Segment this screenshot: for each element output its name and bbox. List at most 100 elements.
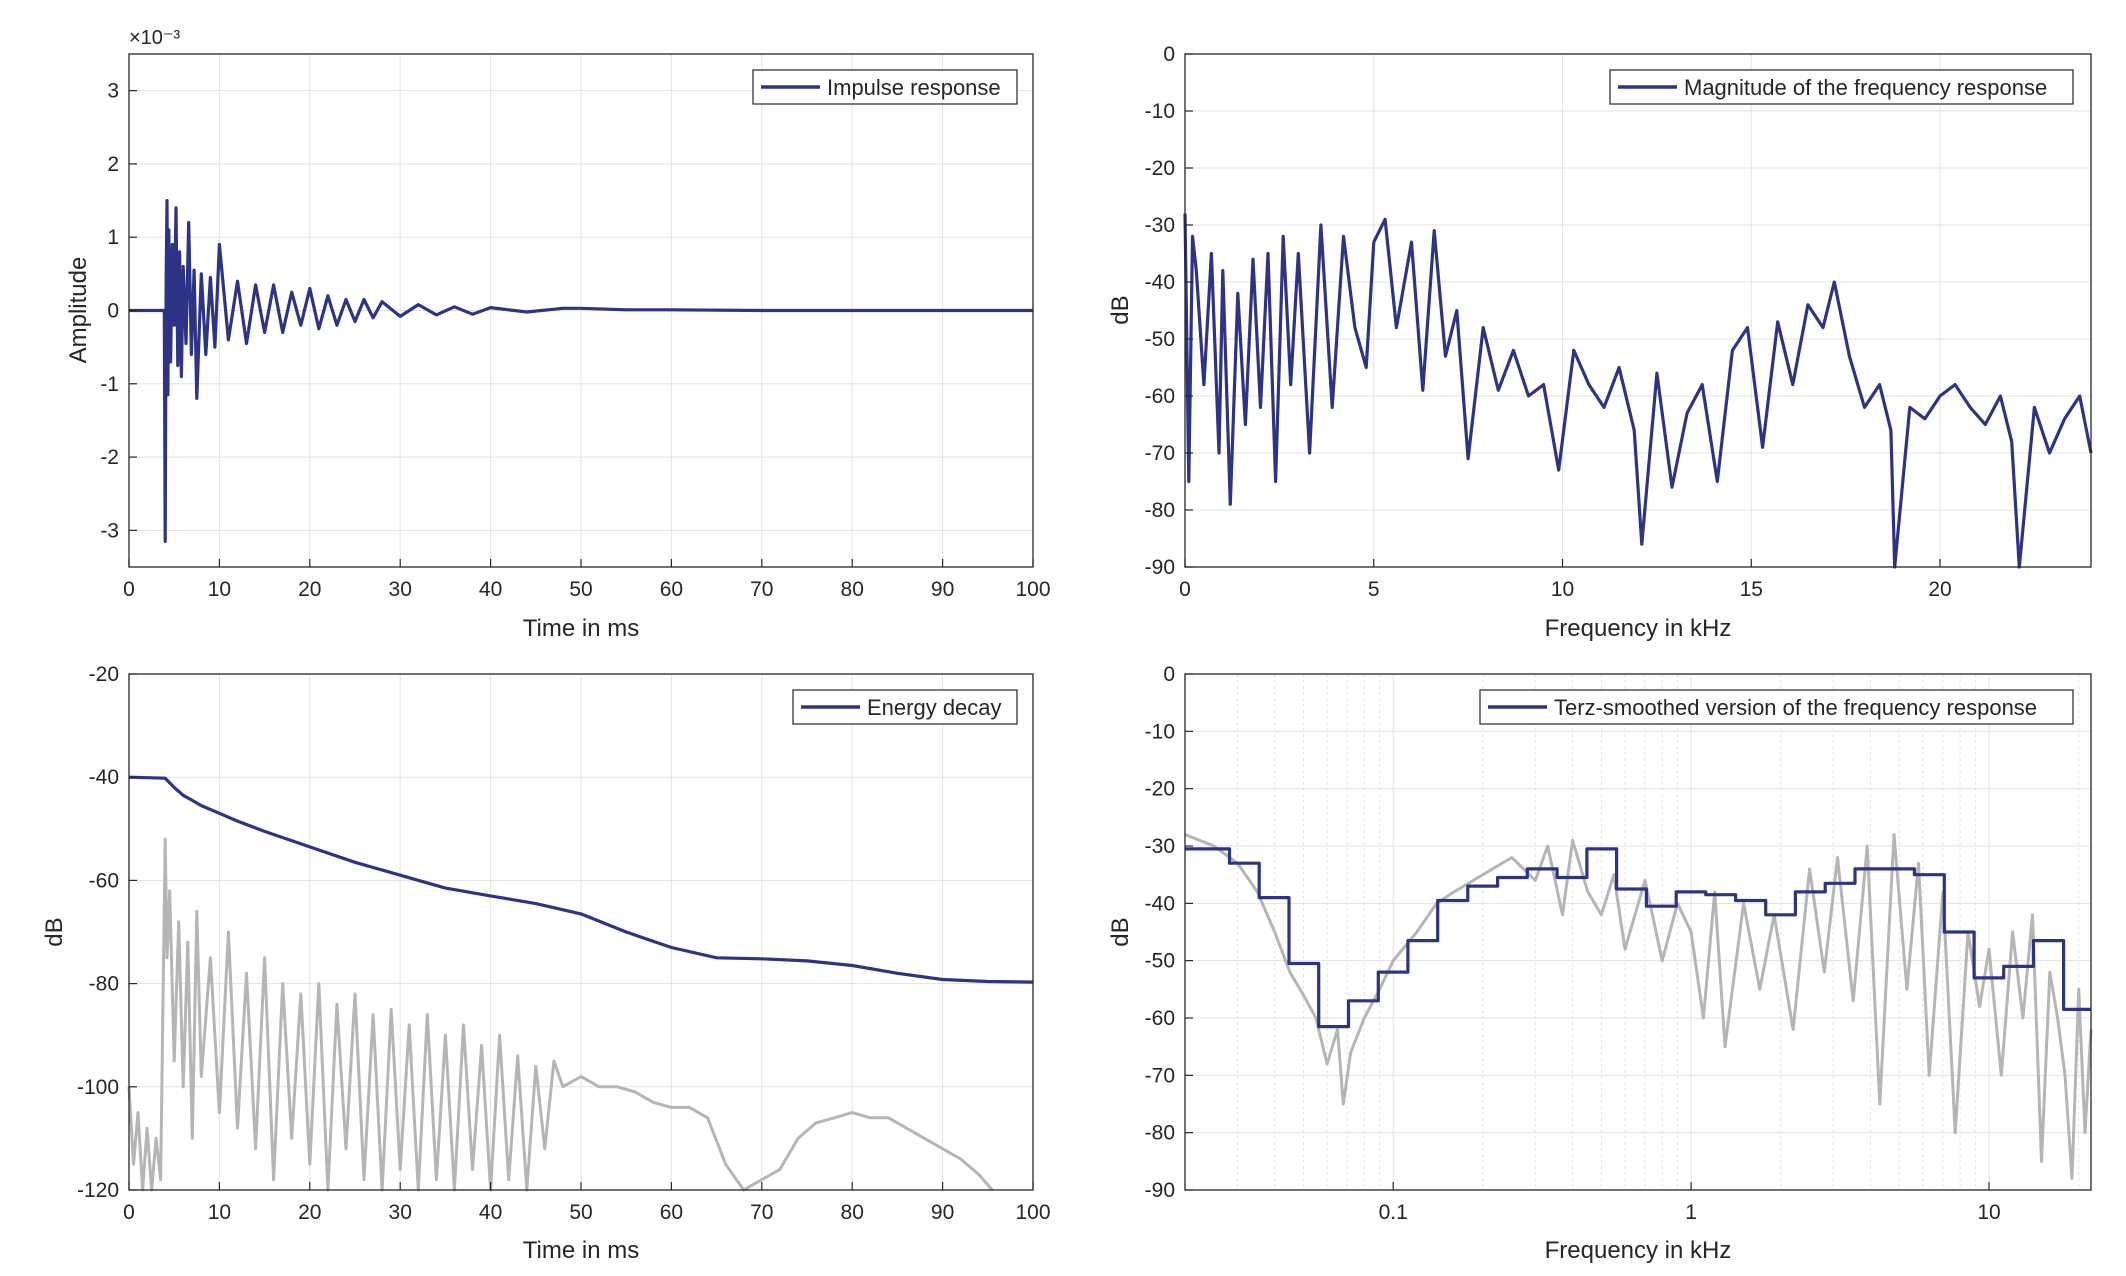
magnitude-legend-label: Magnitude of the frequency response <box>1684 75 2047 100</box>
impulse-x-tick-label: 10 <box>208 578 231 601</box>
terz-y-tick-label: -90 <box>1145 1179 1175 1202</box>
magnitude-y-tick-label: -30 <box>1145 214 1175 237</box>
terz-ticks: 0.1 1 10 0 -10 -20 -30 -40 -50 -60 -70 -80 -90 <box>1145 663 2001 1224</box>
energy-series-line-1 <box>127 837 994 1192</box>
impulse-y-tick-label: 1 <box>107 226 119 249</box>
terz-legend-label: Terz-smoothed version of the frequency r… <box>1554 695 2037 720</box>
magnitude-x-tick-label: 15 <box>1740 578 1763 601</box>
terz-y-tick-label: -50 <box>1145 950 1175 973</box>
impulse-y-exponent-label: ×10⁻³ <box>129 27 180 49</box>
energy-series <box>127 775 1034 1192</box>
energy-grid <box>128 673 1034 1191</box>
energy-legend: Energy decay <box>792 689 1018 725</box>
terz-y-tick-label: -40 <box>1145 892 1175 915</box>
impulse-x-tick-label: 30 <box>389 578 412 601</box>
impulse-y-tick-label: -3 <box>100 519 119 542</box>
impulse-x-tick-label: 90 <box>931 578 954 601</box>
impulse-y-tick-label: 0 <box>107 300 119 323</box>
magnitude-axes-box <box>1184 53 2092 568</box>
terz-y-axis-label: dB <box>1107 917 1134 946</box>
energy-x-tick-label: 70 <box>750 1201 773 1224</box>
energy-decay-panel: 0 10 20 30 40 50 60 70 80 90 100 -20 -40 -60 -80 -100 -1… <box>41 663 1051 1264</box>
energy-x-tick-label: 80 <box>841 1201 864 1224</box>
impulse-ticks: 0 10 20 30 40 50 60 70 80 90 100 -3 -2 -1 0 1 2 3 <box>100 80 1050 601</box>
terz-series-line-2 <box>1185 847 2091 1029</box>
magnitude-legend-box <box>1609 69 2074 105</box>
terz-y-tick-label: -30 <box>1145 835 1175 858</box>
energy-x-tick-label: 30 <box>389 1201 412 1224</box>
impulse-response-panel: 0 10 20 30 40 50 60 70 80 90 100 -3 -2 -1 0 1 2 3 ×10⁻³ T… <box>65 27 1051 642</box>
impulse-series <box>129 199 1033 544</box>
energy-y-tick-label: -40 <box>89 766 119 789</box>
impulse-y-tick-label: 3 <box>107 80 119 103</box>
magnitude-y-tick-label: -60 <box>1145 385 1175 408</box>
terz-panel: 0.1 1 10 0 -10 -20 -30 -40 -50 -60 -70 -80 -90 Frequ… <box>1107 663 2093 1264</box>
magnitude-x-axis-label: Frequency in kHz <box>1545 615 1732 642</box>
magnitude-panel: 0 5 10 15 20 0 -10 -20 -30 -40 -50 -60 -70 -80 -90 Fre… <box>1107 43 2093 642</box>
magnitude-x-tick-label: 20 <box>1928 578 1951 601</box>
energy-y-tick-label: -100 <box>77 1076 119 1099</box>
energy-x-tick-label: 90 <box>931 1201 954 1224</box>
energy-y-tick-label: -120 <box>77 1179 119 1202</box>
impulse-x-axis-label: Time in ms <box>523 615 639 642</box>
terz-legend: Terz-smoothed version of the frequency r… <box>1479 689 2074 725</box>
energy-x-axis-label: Time in ms <box>523 1237 639 1264</box>
impulse-legend-label: Impulse response <box>827 75 1001 100</box>
terz-series <box>1184 833 2093 1180</box>
impulse-x-tick-label: 0 <box>123 578 135 601</box>
magnitude-ticks: 0 5 10 15 20 0 -10 -20 -30 -40 -50 -60 -70 -80 -90 <box>1145 43 1952 601</box>
terz-y-tick-label: -20 <box>1145 778 1175 801</box>
terz-x-tick-label: 1 <box>1685 1201 1697 1224</box>
energy-y-tick-label: -60 <box>89 869 119 892</box>
magnitude-y-tick-label: -50 <box>1145 328 1175 351</box>
energy-x-tick-label: 0 <box>123 1201 135 1224</box>
impulse-x-tick-label: 70 <box>750 578 773 601</box>
terz-y-tick-label: -60 <box>1145 1007 1175 1030</box>
impulse-y-tick-label: -2 <box>100 446 119 469</box>
terz-y-tick-label: -10 <box>1145 720 1175 743</box>
energy-x-tick-label: 40 <box>479 1201 502 1224</box>
terz-series-line-1 <box>1184 833 2093 1180</box>
energy-x-tick-label: 50 <box>569 1201 592 1224</box>
impulse-x-tick-label: 60 <box>660 578 683 601</box>
impulse-legend: Impulse response <box>752 69 1018 105</box>
impulse-x-tick-label: 20 <box>298 578 321 601</box>
magnitude-y-tick-label: -70 <box>1145 442 1175 465</box>
energy-legend-label: Energy decay <box>867 695 1002 720</box>
terz-y-tick-label: -70 <box>1145 1064 1175 1087</box>
impulse-x-tick-label: 80 <box>841 578 864 601</box>
magnitude-series <box>1183 213 2093 569</box>
energy-y-tick-label: -80 <box>89 973 119 996</box>
magnitude-x-tick-label: 0 <box>1179 578 1191 601</box>
magnitude-legend: Magnitude of the frequency response <box>1609 69 2074 105</box>
energy-ticks: 0 10 20 30 40 50 60 70 80 90 100 -20 -40 -60 -80 -100 -1… <box>77 663 1051 1224</box>
terz-y-tick-label: 0 <box>1163 663 1175 686</box>
magnitude-y-tick-label: -80 <box>1145 499 1175 522</box>
terz-x-axis-label: Frequency in kHz <box>1545 1237 1732 1264</box>
energy-x-tick-label: 20 <box>298 1201 321 1224</box>
terz-x-tick-label: 10 <box>1977 1201 2000 1224</box>
magnitude-y-tick-label: -20 <box>1145 157 1175 180</box>
magnitude-x-tick-label: 5 <box>1368 578 1380 601</box>
impulse-y-tick-label: 2 <box>107 153 119 176</box>
magnitude-series-line-1 <box>1183 213 2093 569</box>
magnitude-y-tick-label: 0 <box>1163 43 1175 66</box>
terz-y-tick-label: -80 <box>1145 1122 1175 1145</box>
energy-y-tick-label: -20 <box>89 663 119 686</box>
terz-x-tick-label: 0.1 <box>1379 1201 1408 1224</box>
energy-series-line-2 <box>128 775 1034 984</box>
energy-x-tick-label: 100 <box>1015 1201 1050 1224</box>
energy-y-axis-label: dB <box>41 917 68 946</box>
terz-axes-box <box>1184 673 2092 1191</box>
magnitude-y-tick-label: -10 <box>1145 100 1175 123</box>
impulse-y-tick-label: -1 <box>100 373 119 396</box>
magnitude-y-tick-label: -40 <box>1145 271 1175 294</box>
impulse-y-axis-label: Amplitude <box>65 257 92 364</box>
impulse-series-line-1 <box>129 199 1033 544</box>
impulse-x-tick-label: 50 <box>569 578 592 601</box>
energy-x-tick-label: 10 <box>208 1201 231 1224</box>
magnitude-y-axis-label: dB <box>1107 295 1134 324</box>
impulse-x-tick-label: 40 <box>479 578 502 601</box>
terz-legend-box <box>1479 689 2074 725</box>
magnitude-x-tick-label: 10 <box>1551 578 1574 601</box>
